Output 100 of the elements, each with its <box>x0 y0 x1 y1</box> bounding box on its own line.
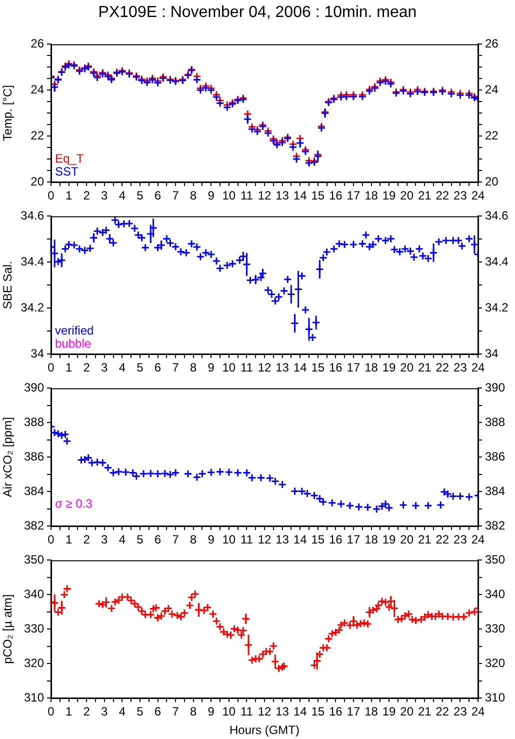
x-tick-label: 23 <box>454 704 468 719</box>
x-tick-label: 13 <box>276 188 290 203</box>
x-tick-label: 6 <box>154 532 162 547</box>
x-tick-label: 14 <box>293 360 308 375</box>
x-tick-label: 11 <box>240 188 254 203</box>
x-tick-label: 15 <box>311 704 325 719</box>
x-tick-label: 7 <box>172 704 180 719</box>
x-tick-label: 11 <box>240 704 254 719</box>
x-tick-label: 3 <box>101 532 108 547</box>
x-tick-label: 10 <box>222 188 236 203</box>
y-tick-label: 330 <box>24 621 44 636</box>
x-tick-label: 8 <box>190 532 197 547</box>
x-tick-label: 2 <box>83 188 90 203</box>
x-tick-label: 17 <box>346 704 360 719</box>
x-tick-label: 17 <box>346 188 360 203</box>
x-tick-label: 4 <box>118 532 126 547</box>
x-tick-label: 23 <box>454 360 468 375</box>
x-tick-label: 8 <box>190 704 197 719</box>
y-tick-label: 382 <box>24 518 44 532</box>
text: SST <box>55 164 80 178</box>
x-tick-label: 18 <box>364 188 378 203</box>
x-tick-label: 4 <box>118 360 126 375</box>
x-tick-label: 7 <box>172 360 180 375</box>
annotation: σ ≥ 0.3 <box>55 496 93 510</box>
x-tick-label: 24 <box>471 360 485 375</box>
chart-title: PX109E : November 04, 2006 : 10min. mean <box>97 3 418 23</box>
y-tick-label: 34.6 <box>20 208 44 223</box>
y2-tick-label: 386 <box>485 449 506 464</box>
x-tick-label: 5 <box>136 188 144 203</box>
x-tick-label: 0 <box>48 360 55 375</box>
text: Eq_T <box>55 151 84 166</box>
x-tick-label: 3 <box>101 704 108 719</box>
x-tick-label: 24 <box>471 188 485 203</box>
x-tick-label: 9 <box>208 532 215 547</box>
x-tick-label: 0 <box>48 532 55 547</box>
y2-tick-label: 24 <box>485 82 499 96</box>
x-tick-label: 7 <box>172 532 180 547</box>
x-tick-label: 3 <box>101 360 108 375</box>
x-tick-label: 19 <box>382 188 396 203</box>
x-tick-label: 19 <box>382 704 396 719</box>
x-tick-label: 24 <box>471 704 485 719</box>
y-tick-label: 20 <box>30 174 44 188</box>
x-tick-label: 8 <box>190 188 197 203</box>
y-tick-label: 388 <box>24 414 44 429</box>
x-tick-label: 13 <box>276 704 290 719</box>
x-tick-label: 2 <box>83 532 90 547</box>
x-tick-label: 17 <box>346 360 360 375</box>
x-tick-label: 20 <box>400 704 414 719</box>
y2-tick-label: 388 <box>485 414 506 429</box>
x-tick-label: 12 <box>258 532 272 547</box>
y2-tick-label: 34.4 <box>485 254 509 268</box>
y-tick-label: 384 <box>24 484 44 498</box>
x-tick-label: 14 <box>293 188 308 203</box>
x-tick-label: 10 <box>222 704 236 719</box>
y-tick-label: 310 <box>24 690 44 704</box>
x-tick-label: 1 <box>65 532 72 547</box>
x-tick-label: 11 <box>240 360 254 375</box>
x-tick-label: 20 <box>400 188 414 203</box>
x-tick-label: 5 <box>136 532 144 547</box>
x-tick-label: 7 <box>172 188 180 203</box>
x-tick-label: 9 <box>208 360 215 375</box>
x-tick-label: 9 <box>208 704 215 719</box>
x-tick-label: 10 <box>222 360 236 375</box>
y-axis-title: pCO₂ [µ atm] <box>0 594 15 664</box>
y2-tick-label: 34.6 <box>485 208 509 223</box>
x-tick-label: 20 <box>400 532 414 547</box>
y2-tick-label: 350 <box>485 552 506 567</box>
y-tick-label: 390 <box>24 380 44 395</box>
x-tick-label: 10 <box>222 532 236 547</box>
x-tick-label: 2 <box>83 360 90 375</box>
x-tick-label: 22 <box>436 532 450 547</box>
y-tick-label: 34 <box>30 346 44 360</box>
y-tick-label: 350 <box>24 552 44 567</box>
y-tick-label: 22 <box>30 128 44 142</box>
y-tick-label: 320 <box>24 656 44 670</box>
x-tick-label: 6 <box>154 704 162 719</box>
x-tick-label: 12 <box>258 360 272 375</box>
x-tick-label: 22 <box>436 360 450 375</box>
x-tick-label: 1 <box>65 360 72 375</box>
y2-tick-label: 340 <box>485 586 506 601</box>
y2-tick-label: 34.2 <box>485 300 509 314</box>
x-tick-label: 13 <box>276 532 290 547</box>
y-axis-title: SBE Sal. <box>0 261 15 310</box>
x-tick-label: 17 <box>346 532 360 547</box>
y-tick-label: 34.4 <box>20 254 44 268</box>
x-tick-label: 11 <box>240 532 254 547</box>
text: verified <box>55 323 94 338</box>
x-tick-label: 6 <box>154 360 162 375</box>
y-tick-label: 34.2 <box>20 300 44 314</box>
x-tick-label: 0 <box>48 188 55 203</box>
y2-tick-label: 26 <box>485 36 499 51</box>
x-tick-label: 21 <box>418 360 432 375</box>
x-tick-label: 22 <box>436 188 450 203</box>
x-tick-label: 15 <box>311 532 325 547</box>
y-tick-label: 26 <box>30 36 44 51</box>
x-tick-label: 4 <box>118 188 126 203</box>
x-tick-label: 14 <box>293 704 308 719</box>
y-axis-title: Temp. [°C] <box>0 85 15 142</box>
x-axis-title: Hours (GMT) <box>230 723 300 738</box>
y2-tick-label: 390 <box>485 380 506 395</box>
